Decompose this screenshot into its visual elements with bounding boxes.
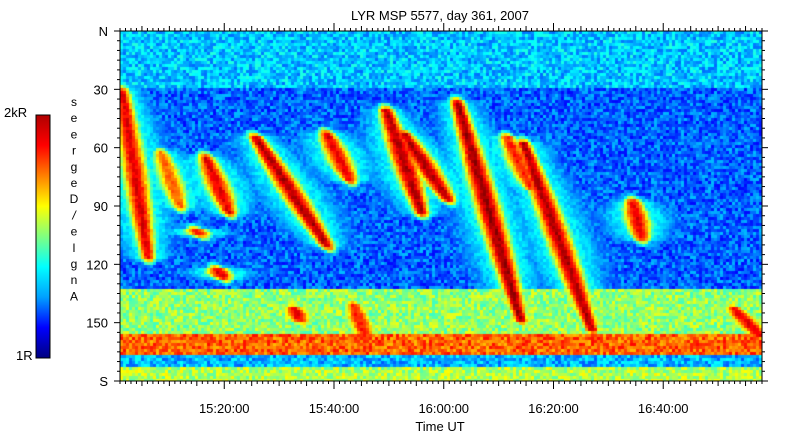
colorbar-max-label: 2kR — [4, 105, 27, 120]
colorbar-label-glyph: l — [73, 241, 76, 255]
colorbar-label-glyph: g — [71, 160, 78, 174]
colorbar-label-glyph: s — [71, 95, 77, 109]
y-tick-label: 30 — [94, 82, 108, 97]
y-tick-label: 90 — [94, 199, 108, 214]
y-tick-label: N — [99, 24, 108, 39]
colorbar-label-glyph: n — [71, 273, 78, 287]
colorbar-label-glyph: / — [71, 208, 77, 222]
chart-title: LYR MSP 5577, day 361, 2007 — [351, 8, 529, 23]
axes: N 30 60 90 120 150 S 15:20:00 15:40:00 16:00:00 16… — [86, 23, 768, 416]
colorbar-label-glyph: e — [71, 111, 78, 125]
y-tick-label: 150 — [86, 316, 108, 331]
x-tick-label: 16:00:00 — [418, 401, 469, 416]
x-tick-label: 15:20:00 — [199, 401, 250, 416]
colorbar-gradient — [35, 114, 51, 359]
y-tick-label: 60 — [94, 141, 108, 156]
y-tick-label: 120 — [86, 257, 108, 272]
colorbar-label-glyph: g — [71, 257, 78, 271]
y-tick-label: S — [99, 374, 108, 389]
keogram-image — [120, 31, 762, 381]
x-tick-label: 15:40:00 — [309, 401, 360, 416]
colorbar-label-glyph: D — [70, 192, 79, 206]
colorbar-label-glyph: e — [71, 225, 78, 239]
x-tick-label: 16:40:00 — [638, 401, 689, 416]
colorbar-label-glyph: e — [71, 127, 78, 141]
colorbar-min-label: 1R — [16, 348, 33, 363]
plot-area — [119, 30, 763, 382]
x-axis-label: Time UT — [415, 419, 464, 434]
colorbar-label-glyph: e — [71, 176, 78, 190]
x-tick-label: 16:20:00 — [528, 401, 579, 416]
colorbar-label-glyph: A — [70, 289, 78, 303]
colorbar-label-glyph: r — [72, 144, 76, 158]
